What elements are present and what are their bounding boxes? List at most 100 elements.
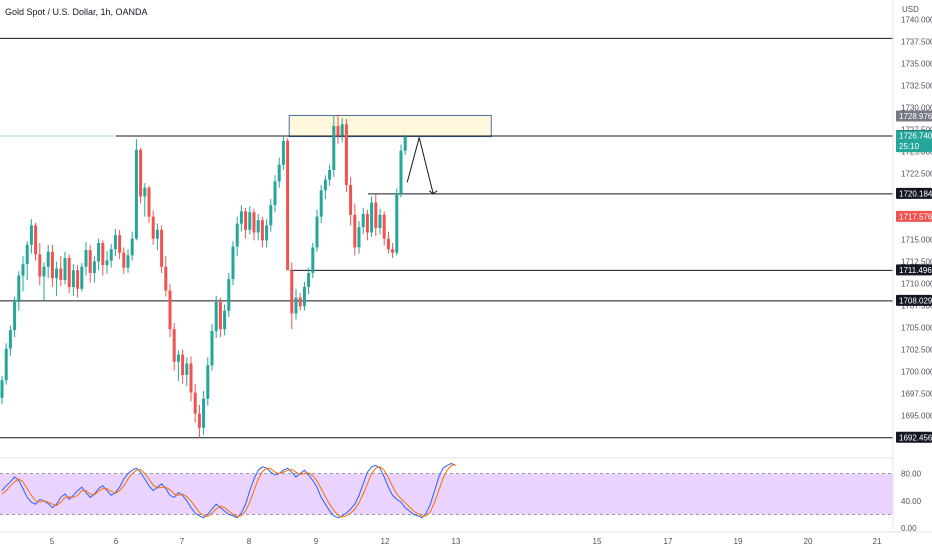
- candle-body: [168, 290, 172, 330]
- candle-body: [273, 181, 277, 206]
- candle-body: [395, 193, 399, 253]
- candle-body: [101, 243, 105, 266]
- projection-layer: [406, 137, 438, 195]
- candle: [231, 241, 235, 286]
- candle: [395, 188, 399, 256]
- candle-body: [88, 250, 92, 273]
- candle: [109, 243, 113, 268]
- candle-body: [97, 243, 101, 262]
- candle: [189, 356, 193, 402]
- candle-body: [269, 205, 273, 226]
- candle: [25, 241, 29, 280]
- candle: [38, 243, 42, 286]
- time-tick-label: 6: [114, 537, 119, 546]
- candle: [42, 262, 46, 301]
- supply-zone[interactable]: [288, 114, 492, 138]
- candle-body: [260, 220, 264, 241]
- price-badge: 1728.976: [896, 110, 932, 122]
- candle: [88, 244, 92, 283]
- candle: [336, 114, 340, 144]
- candle: [239, 205, 243, 232]
- candle-body: [59, 268, 63, 280]
- axis-currency: USD: [902, 5, 919, 14]
- price-tick-label: 1732.500: [901, 82, 932, 91]
- candle-body: [340, 124, 344, 136]
- candle: [302, 281, 306, 311]
- candle: [92, 256, 96, 283]
- candle-body: [399, 150, 403, 194]
- candle: [374, 194, 378, 236]
- candle: [134, 139, 138, 241]
- candle-body: [202, 398, 206, 428]
- price-tick-label: 1702.500: [901, 345, 932, 354]
- candle: [168, 284, 172, 338]
- candle-body: [319, 190, 323, 217]
- candle: [260, 216, 264, 248]
- candle: [67, 254, 71, 294]
- candle: [298, 293, 302, 311]
- candle-body: [63, 257, 67, 280]
- candle: [80, 263, 84, 292]
- candle-body: [277, 164, 281, 182]
- candles-layer: [0, 114, 407, 439]
- candle-body: [105, 260, 109, 266]
- candle-body: [223, 310, 227, 330]
- candle-body: [155, 229, 159, 239]
- candle-body: [323, 179, 327, 191]
- candle-body: [370, 202, 374, 233]
- price-tick-label: 1700.000: [901, 367, 932, 376]
- candle: [399, 144, 403, 198]
- candle-body: [349, 184, 353, 215]
- candle-body: [302, 286, 306, 307]
- candle: [290, 262, 294, 330]
- candle: [353, 203, 357, 256]
- candle: [63, 251, 67, 285]
- candle-body: [378, 214, 382, 229]
- projection-arrowhead: [428, 190, 438, 195]
- candle: [370, 196, 374, 237]
- candle: [344, 118, 348, 192]
- candle-body: [315, 216, 319, 248]
- candle: [323, 175, 327, 200]
- candle: [0, 375, 4, 404]
- candle-body: [21, 264, 25, 276]
- candle-body: [71, 270, 75, 287]
- candle: [294, 288, 298, 320]
- candle: [273, 175, 277, 213]
- candle: [391, 243, 395, 258]
- candle: [21, 256, 25, 292]
- price-badge-label: 1692.456: [899, 433, 932, 442]
- candle: [13, 296, 17, 338]
- candle: [403, 134, 407, 156]
- candle-body: [50, 251, 54, 279]
- candle: [97, 238, 101, 271]
- supply-zone-layer: [288, 114, 492, 138]
- projection-path[interactable]: [406, 137, 434, 194]
- candle: [256, 213, 260, 241]
- candle: [307, 267, 311, 295]
- candle-body: [126, 255, 130, 268]
- candle: [126, 249, 130, 273]
- stoch-rsi-d-line: [1, 464, 456, 518]
- candle: [172, 323, 176, 371]
- candle-body: [172, 329, 176, 362]
- candle: [139, 148, 143, 204]
- candle: [185, 357, 189, 387]
- candle-body: [185, 363, 189, 375]
- candle-body: [160, 229, 164, 267]
- price-tick-label: 1712.500: [901, 257, 932, 266]
- candle-body: [109, 249, 113, 261]
- candle: [269, 199, 273, 232]
- candle-body: [391, 249, 395, 253]
- time-tick-label: 9: [314, 537, 319, 546]
- candle-body: [286, 140, 290, 271]
- candle: [29, 219, 33, 254]
- candle-body: [332, 126, 336, 171]
- candle: [50, 244, 54, 287]
- candle-body: [290, 270, 294, 314]
- candle-body: [46, 251, 50, 267]
- candle-body: [336, 126, 340, 136]
- candle: [281, 135, 285, 171]
- time-tick-label: 8: [247, 537, 252, 546]
